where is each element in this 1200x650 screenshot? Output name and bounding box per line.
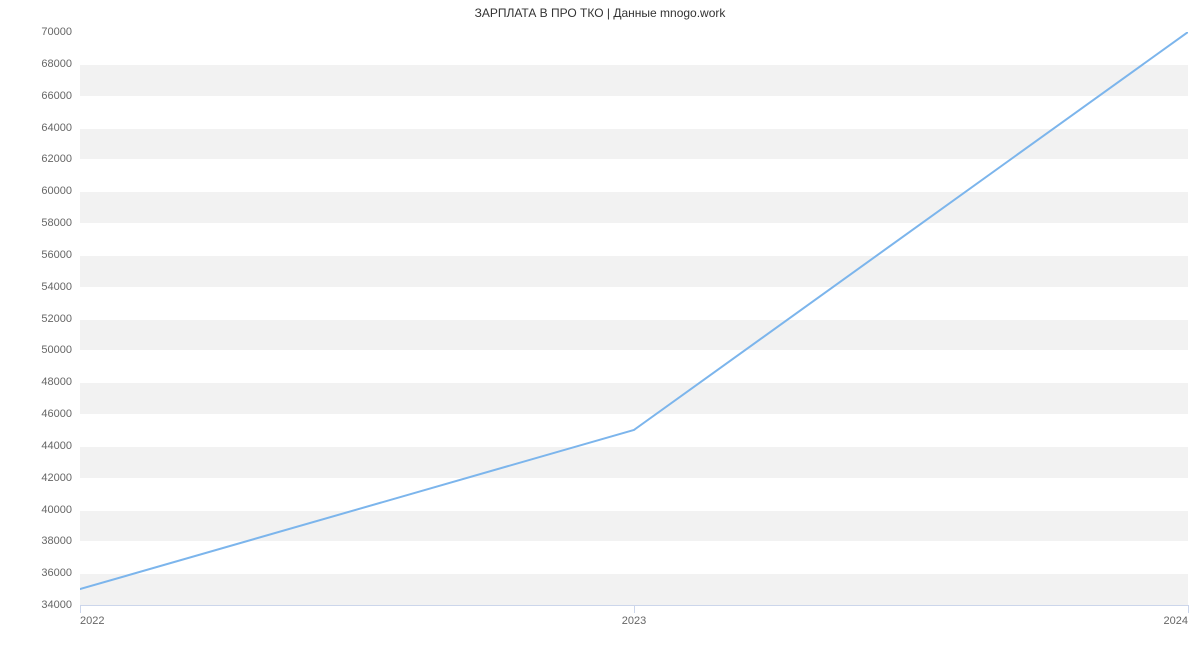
y-tick-label: 34000 [27, 599, 72, 611]
y-tick-label: 48000 [27, 376, 72, 388]
x-tick-mark [80, 605, 81, 613]
y-tick-label: 36000 [27, 567, 72, 579]
y-tick-label: 50000 [27, 344, 72, 356]
series-line-salary [80, 32, 1188, 589]
y-tick-label: 38000 [27, 535, 72, 547]
y-tick-label: 44000 [27, 440, 72, 452]
series-layer [80, 32, 1188, 605]
y-tick-label: 64000 [27, 122, 72, 134]
x-tick-label: 2022 [80, 615, 104, 627]
y-tick-label: 42000 [27, 472, 72, 484]
y-tick-label: 58000 [27, 217, 72, 229]
x-tick-mark [1188, 605, 1189, 613]
y-tick-label: 46000 [27, 408, 72, 420]
plot-area: 3400036000380004000042000440004600048000… [80, 32, 1188, 605]
y-tick-label: 62000 [27, 153, 72, 165]
y-tick-label: 52000 [27, 313, 72, 325]
y-tick-label: 40000 [27, 504, 72, 516]
x-tick-label: 2023 [622, 615, 646, 627]
y-tick-label: 54000 [27, 281, 72, 293]
line-chart: ЗАРПЛАТА В ПРО ТКО | Данные mnogo.work 3… [0, 0, 1200, 650]
x-tick-label: 2024 [1164, 615, 1188, 627]
y-tick-label: 70000 [27, 26, 72, 38]
y-tick-label: 56000 [27, 249, 72, 261]
x-tick-mark [634, 605, 635, 613]
y-tick-label: 60000 [27, 185, 72, 197]
y-tick-label: 68000 [27, 58, 72, 70]
y-tick-label: 66000 [27, 90, 72, 102]
chart-title: ЗАРПЛАТА В ПРО ТКО | Данные mnogo.work [0, 6, 1200, 20]
